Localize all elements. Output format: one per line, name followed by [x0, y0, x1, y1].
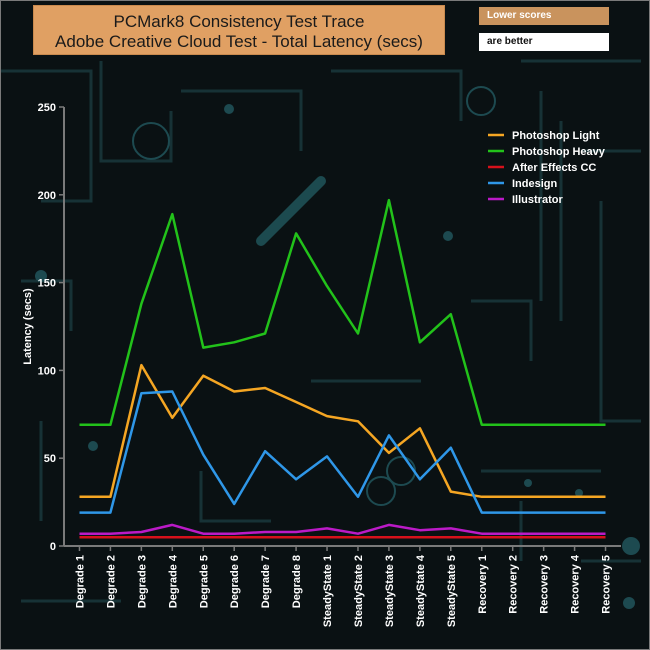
legend-label: Indesign	[512, 178, 558, 190]
x-tick-label: Recovery 2	[508, 555, 520, 614]
x-tick-label: Degrade 5	[198, 555, 210, 608]
series-line-3	[79, 390, 606, 514]
series-line-1	[79, 198, 606, 427]
y-tick-label: 150	[38, 278, 56, 290]
legend-label: Photoshop Heavy	[512, 146, 606, 158]
series-line-4	[79, 523, 606, 535]
x-tick-label: SteadyState 5	[446, 555, 458, 627]
x-tick-label: Recovery 5	[601, 555, 613, 614]
chart-title-line-1: PCMark8 Consistency Test Trace	[113, 12, 365, 31]
chart-series	[79, 198, 606, 539]
x-tick-label: Degrade 6	[229, 555, 241, 608]
note-lower-scores: Lower scores	[479, 7, 609, 25]
y-tick-label: 200	[38, 190, 56, 202]
x-tick-label: SteadyState 3	[384, 555, 396, 627]
legend-label: Photoshop Light	[512, 130, 600, 142]
x-tick-label: SteadyState 2	[353, 555, 365, 627]
x-tick-label: Recovery 4	[570, 554, 582, 614]
y-tick-label: 100	[38, 365, 56, 377]
x-tick-label: SteadyState 1	[322, 555, 334, 627]
x-tick-label: Degrade 7	[260, 555, 272, 608]
y-tick-label: 0	[50, 541, 56, 553]
series-line-0	[79, 363, 606, 499]
chart-axes: 0 50 100 150 200 250 Latency (secs) Degrade 1 De…	[22, 102, 621, 627]
legend-label: Illustrator	[512, 194, 563, 206]
x-tick-label: Recovery 1	[477, 555, 489, 614]
x-tick-label: SteadyState 4	[415, 554, 427, 627]
x-tick-label: Degrade 3	[136, 555, 148, 608]
x-tick-label: Degrade 2	[105, 555, 117, 608]
x-tick-label: Degrade 1	[74, 555, 86, 608]
x-tick-label: Degrade 8	[291, 555, 303, 608]
legend-label: After Effects CC	[512, 162, 596, 174]
chart-legend: Photoshop Light Photoshop Heavy After Eff…	[488, 130, 606, 206]
y-axis-title: Latency (secs)	[22, 288, 34, 365]
note-are-better: are better	[479, 33, 609, 51]
chart-title-line-2: Adobe Creative Cloud Test - Total Latenc…	[55, 32, 423, 51]
y-tick-label: 250	[38, 102, 56, 114]
x-tick-label: Recovery 3	[539, 555, 551, 614]
y-tick-label: 50	[44, 453, 56, 465]
chart-title-box: PCMark8 Consistency Test Trace Adobe Cre…	[33, 5, 445, 55]
x-tick-label: Degrade 4	[167, 554, 179, 608]
